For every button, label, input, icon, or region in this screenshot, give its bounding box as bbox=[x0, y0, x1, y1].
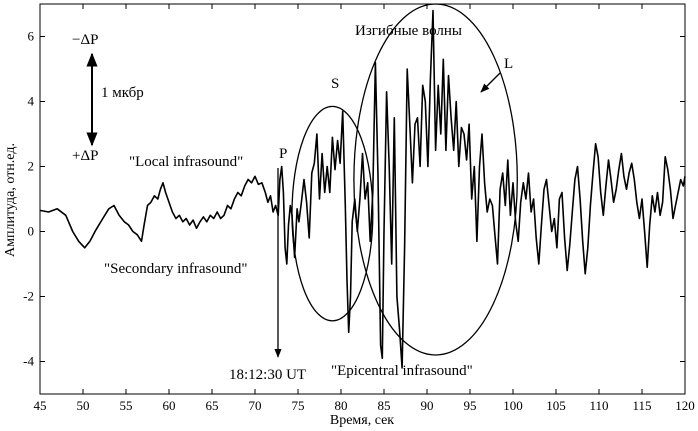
s-wave-label: S bbox=[331, 76, 339, 92]
l-wave-label: L bbox=[504, 56, 513, 72]
plus-delta-p-label: +ΔP bbox=[72, 148, 98, 164]
x-tick-label: 100 bbox=[503, 398, 523, 413]
y-axis-title: Амплитуда, отн.ед. bbox=[3, 143, 18, 257]
x-tick-label: 75 bbox=[292, 398, 305, 413]
x-tick-label: 85 bbox=[378, 398, 391, 413]
ellipse-l bbox=[353, 3, 518, 356]
local-infrasound-label: "Local infrasound" bbox=[129, 154, 243, 170]
y-tick-label: -4 bbox=[23, 354, 34, 369]
series-line bbox=[39, 9, 686, 369]
epicentral-infrasound-label: "Epicentral infrasound" bbox=[331, 363, 473, 379]
x-tick-label: 70 bbox=[249, 398, 262, 413]
x-tick-label: 50 bbox=[77, 398, 90, 413]
x-tick-label: 105 bbox=[546, 398, 566, 413]
x-tick-label: 95 bbox=[464, 398, 477, 413]
y-axis-ticks: -4 -2 0 2 4 6 bbox=[23, 29, 685, 369]
x-tick-label: 115 bbox=[632, 398, 651, 413]
x-tick-label: 45 bbox=[34, 398, 47, 413]
secondary-infrasound-label: "Secondary infrasound" bbox=[104, 261, 247, 277]
x-tick-label: 110 bbox=[589, 398, 608, 413]
x-tick-label: 80 bbox=[335, 398, 348, 413]
plot-area bbox=[39, 3, 686, 369]
minus-delta-p-label: −ΔP bbox=[72, 32, 98, 48]
l-arrow bbox=[480, 72, 501, 93]
scale-label: 1 мкбр bbox=[101, 85, 144, 101]
x-tick-label: 90 bbox=[421, 398, 434, 413]
x-tick-label: 55 bbox=[120, 398, 133, 413]
p-wave-label: P bbox=[279, 146, 287, 162]
y-tick-label: -2 bbox=[23, 289, 34, 304]
x-axis-title: Время, сек bbox=[330, 413, 394, 428]
x-axis-ticks: 45 50 55 60 65 70 75 80 85 90 95 100 105 110 115 120 bbox=[34, 4, 695, 413]
x-tick-label: 120 bbox=[675, 398, 695, 413]
y-tick-label: 2 bbox=[28, 159, 35, 174]
y-tick-label: 4 bbox=[28, 94, 35, 109]
y-tick-label: 6 bbox=[28, 29, 35, 44]
x-tick-label: 60 bbox=[163, 398, 176, 413]
x-tick-label: 65 bbox=[206, 398, 219, 413]
bending-waves-label: Изгибные волны bbox=[355, 23, 462, 39]
plot-frame bbox=[39, 3, 686, 395]
y-tick-label: 0 bbox=[28, 224, 35, 239]
ellipse-s bbox=[291, 105, 374, 322]
time-label: 18:12:30 UT bbox=[229, 367, 306, 383]
